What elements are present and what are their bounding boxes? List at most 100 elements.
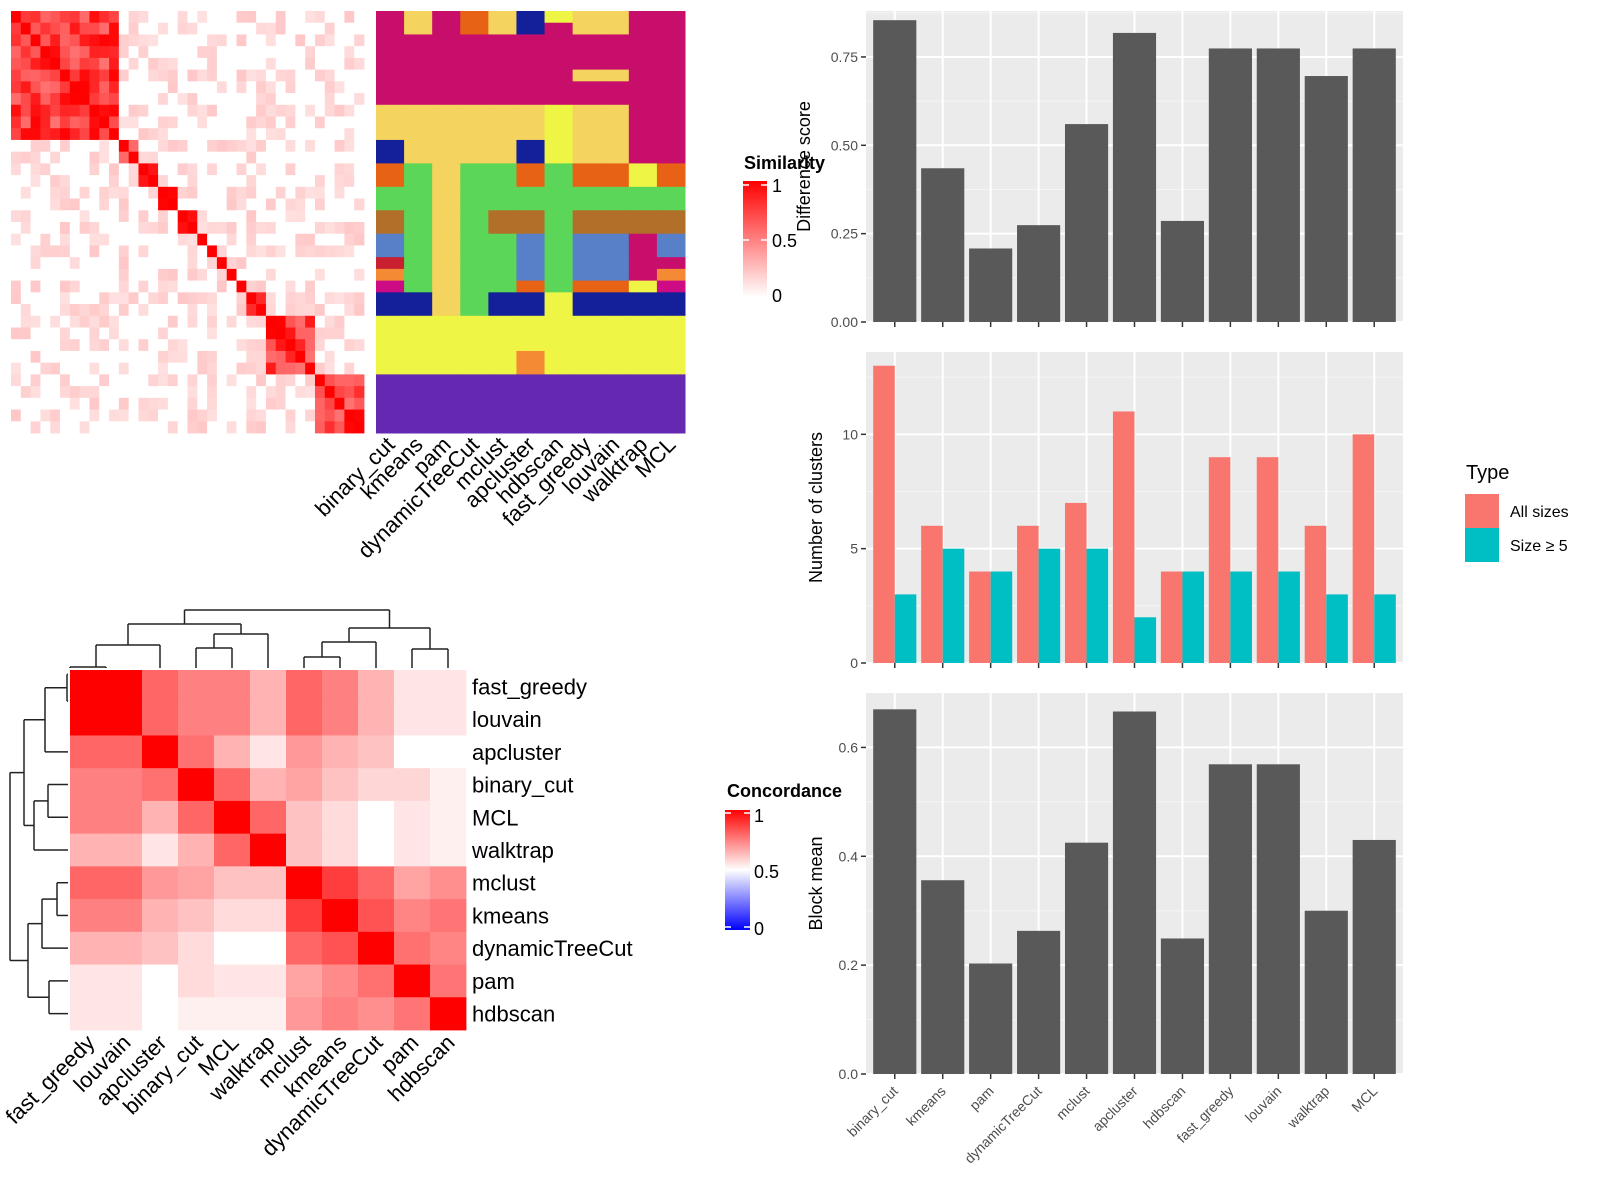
bar-walktrap-size-ge-5 xyxy=(1326,594,1348,663)
similarity-cell xyxy=(79,339,90,352)
similarity-cell xyxy=(226,268,237,282)
similarity-cell xyxy=(275,362,286,375)
cluster-cell xyxy=(488,233,517,258)
similarity-cell xyxy=(99,362,110,375)
similarity-cell xyxy=(50,257,61,270)
similarity-cell xyxy=(344,163,355,176)
similarity-cell xyxy=(197,34,208,47)
similarity-cell xyxy=(167,175,179,188)
similarity-cell xyxy=(246,257,257,270)
similarity-cell xyxy=(99,280,110,293)
similarity-cell xyxy=(197,93,208,106)
similarity-cell xyxy=(354,409,365,422)
similarity-cell xyxy=(138,374,149,387)
similarity-cell xyxy=(216,409,228,422)
similarity-cell xyxy=(118,116,130,129)
similarity-cell xyxy=(187,350,198,364)
similarity-cell xyxy=(148,34,159,47)
cluster-cell xyxy=(656,257,686,270)
similarity-cell xyxy=(236,116,247,129)
bar-hdbscan-size-ge-5 xyxy=(1182,571,1205,663)
concordance-cell xyxy=(250,833,287,867)
similarity-cell xyxy=(167,304,179,317)
similarity-cell xyxy=(11,93,22,106)
similarity-cell xyxy=(256,69,267,82)
similarity-cell xyxy=(207,315,218,328)
similarity-cell xyxy=(148,350,159,364)
similarity-cell xyxy=(285,397,296,410)
similarity-cell xyxy=(207,22,218,35)
similarity-cell xyxy=(246,175,257,188)
concordance-cell xyxy=(214,964,251,998)
concordance-cell xyxy=(214,833,251,867)
similarity-cell xyxy=(89,292,100,305)
similarity-cell xyxy=(128,374,139,387)
similarity-cell xyxy=(354,69,365,82)
similarity-cell xyxy=(177,34,188,47)
similarity-cell xyxy=(246,374,257,387)
similarity-cell xyxy=(20,374,32,387)
similarity-cell xyxy=(344,93,355,106)
similarity-cell xyxy=(118,350,130,364)
similarity-cell xyxy=(148,339,159,352)
similarity-cell xyxy=(265,292,277,305)
bar-fast_greedy xyxy=(1208,48,1252,322)
similarity-cell xyxy=(305,69,316,82)
similarity-cell xyxy=(295,257,306,270)
similarity-legend-tick-0: 0 xyxy=(772,286,782,306)
similarity-cell xyxy=(148,22,159,35)
similarity-cell xyxy=(177,69,188,82)
similarity-cell xyxy=(187,315,198,328)
similarity-cell xyxy=(314,46,326,59)
similarity-cell xyxy=(50,362,61,375)
similarity-cell xyxy=(89,163,100,176)
similarity-cell xyxy=(187,46,198,59)
similarity-cell xyxy=(216,139,228,153)
bar-pam xyxy=(969,963,1013,1074)
similarity-cell xyxy=(334,350,345,364)
similarity-cell xyxy=(158,362,169,375)
similarity-cell xyxy=(138,210,149,223)
similarity-cell xyxy=(324,222,335,235)
similarity-cell xyxy=(305,280,316,293)
cluster-cell xyxy=(572,374,602,434)
similarity-cell xyxy=(11,46,22,59)
similarity-cell xyxy=(354,421,365,434)
similarity-cell xyxy=(207,46,218,59)
similarity-cell xyxy=(285,339,296,352)
similarity-cell xyxy=(324,93,335,106)
cluster-cell xyxy=(488,257,517,270)
cluster-cell xyxy=(516,268,546,282)
similarity-cell xyxy=(89,175,100,188)
cluster-cell xyxy=(516,22,546,35)
similarity-cell xyxy=(314,186,326,199)
cluster-cell xyxy=(404,11,433,24)
concordance-cell xyxy=(214,931,251,965)
cluster-cell xyxy=(572,292,602,317)
cluster-cell xyxy=(516,257,546,270)
similarity-cell xyxy=(167,409,179,422)
similarity-cell xyxy=(30,139,41,153)
similarity-cell xyxy=(30,409,41,422)
similarity-cell xyxy=(256,327,267,340)
similarity-cell xyxy=(216,245,228,258)
similarity-cell xyxy=(256,315,267,328)
similarity-cell xyxy=(128,186,139,199)
similarity-cell xyxy=(79,210,90,223)
similarity-cell xyxy=(256,397,267,410)
similarity-cell xyxy=(69,175,81,188)
concordance-cell xyxy=(358,833,395,867)
bar-pam xyxy=(969,248,1013,322)
similarity-cell xyxy=(79,22,90,35)
similarity-cell xyxy=(60,222,71,235)
similarity-cell xyxy=(275,245,286,258)
similarity-cell xyxy=(216,421,228,434)
similarity-cell xyxy=(118,386,130,399)
similarity-cell xyxy=(30,11,41,24)
similarity-cell xyxy=(197,386,208,399)
similarity-cell xyxy=(324,362,335,375)
cluster-cell xyxy=(404,268,433,282)
bar-MCL xyxy=(1352,839,1396,1074)
similarity-cell xyxy=(334,280,345,293)
similarity-cell xyxy=(226,210,237,223)
